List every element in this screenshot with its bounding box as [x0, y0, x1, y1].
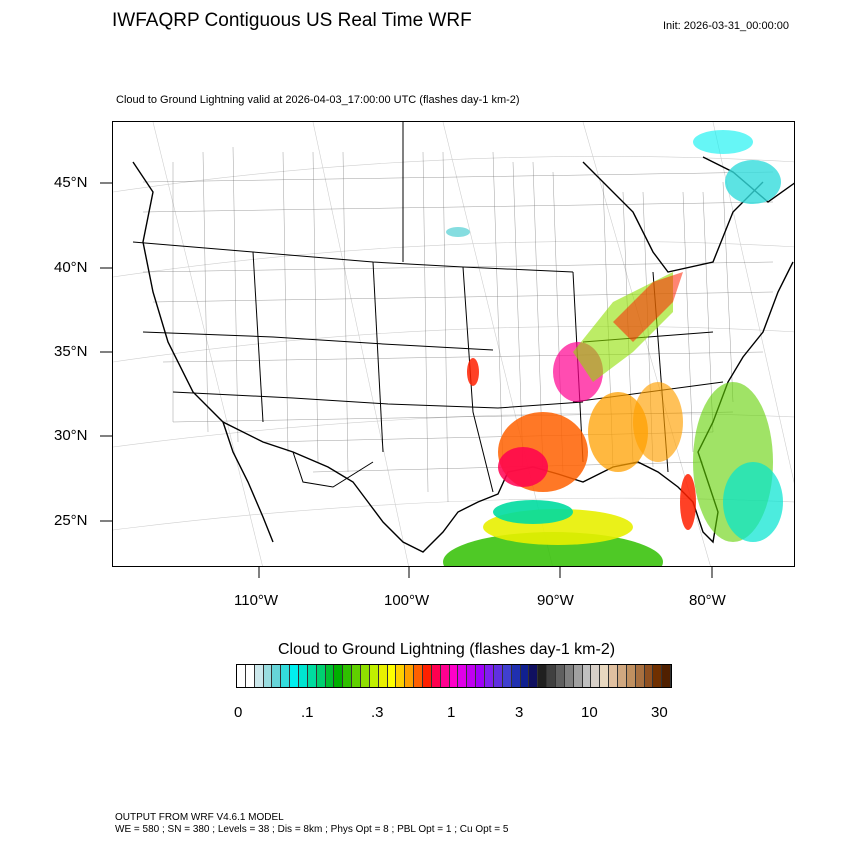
- lightning-field: [443, 130, 783, 566]
- lat-ticks: [100, 182, 112, 522]
- colorbar-swatch: [617, 665, 627, 687]
- colorbar-title: Cloud to Ground Lightning (flashes day-1…: [278, 641, 616, 658]
- plot-subtitle: Cloud to Ground Lightning valid at 2026-…: [116, 94, 520, 106]
- colorbar-swatch: [458, 665, 468, 687]
- colorbar-swatch: [414, 665, 424, 687]
- colorbar-swatch: [476, 665, 486, 687]
- colorbar-swatch: [254, 665, 264, 687]
- map-canvas: [113, 122, 794, 566]
- lon-label: 90°W: [537, 592, 574, 609]
- lon-ticks: [258, 566, 713, 578]
- colorbar-swatch: [343, 665, 353, 687]
- colorbar-swatch: [290, 665, 300, 687]
- colorbar-swatch: [299, 665, 308, 687]
- colorbar-swatch: [573, 665, 583, 687]
- colorbar-swatch: [334, 665, 344, 687]
- lon-label: 110°W: [234, 592, 279, 609]
- colorbar-label: 3: [515, 704, 524, 721]
- colorbar-swatch: [361, 665, 370, 687]
- colorbar-swatch: [529, 665, 539, 687]
- colorbar-swatch: [520, 665, 530, 687]
- colorbar-swatch: [564, 665, 574, 687]
- lat-label: 25°N: [54, 512, 88, 529]
- colorbar-swatch: [502, 665, 512, 687]
- colorbar-swatch: [653, 665, 663, 687]
- colorbar-swatch: [609, 665, 618, 687]
- colorbar-label: 0: [234, 704, 243, 721]
- lat-label: 35°N: [54, 343, 88, 360]
- lon-label: 100°W: [384, 592, 430, 609]
- colorbar-swatch: [547, 665, 556, 687]
- county-boundaries: [142, 146, 774, 503]
- colorbar-swatch: [352, 665, 362, 687]
- colorbar-swatch: [538, 665, 548, 687]
- colorbar-swatch: [237, 665, 246, 687]
- colorbar-label: 1: [447, 704, 456, 721]
- lat-label: 45°N: [54, 174, 88, 191]
- coastline: [132, 156, 794, 553]
- lat-label: 30°N: [54, 427, 88, 444]
- colorbar-swatch: [431, 665, 441, 687]
- colorbar-label: 30: [651, 704, 668, 721]
- colorbar-swatch: [662, 665, 672, 687]
- colorbar-swatch: [245, 665, 255, 687]
- colorbar-label: 10: [581, 704, 598, 721]
- colorbar-swatch: [493, 665, 503, 687]
- colorbar: [236, 664, 672, 688]
- colorbar-swatch: [582, 665, 592, 687]
- colorbar-swatch: [263, 665, 273, 687]
- colorbar-swatch: [378, 665, 388, 687]
- colorbar-label: .1: [301, 704, 314, 721]
- colorbar-swatch: [316, 665, 326, 687]
- colorbar-swatch: [449, 665, 459, 687]
- colorbar-swatch: [272, 665, 282, 687]
- colorbar-swatch: [511, 665, 521, 687]
- colorbar-swatch: [307, 665, 317, 687]
- colorbar-swatch: [423, 665, 432, 687]
- colorbar-swatch: [387, 665, 397, 687]
- lat-label: 40°N: [54, 259, 88, 276]
- colorbar-swatch: [325, 665, 335, 687]
- colorbar-swatch: [635, 665, 645, 687]
- init-time-label: Init: 2026-03-31_00:00:00: [663, 20, 789, 32]
- colorbar-swatch: [485, 665, 494, 687]
- colorbar-swatch: [626, 665, 636, 687]
- colorbar-swatch: [555, 665, 565, 687]
- colorbar-swatch: [644, 665, 654, 687]
- colorbar-swatch: [281, 665, 291, 687]
- graticule: [113, 122, 794, 566]
- plot-title: IWFAQRP Contiguous US Real Time WRF: [112, 10, 472, 31]
- colorbar-swatch: [396, 665, 406, 687]
- colorbar-swatch: [369, 665, 379, 687]
- colorbar-swatch: [600, 665, 610, 687]
- colorbar-swatch: [405, 665, 415, 687]
- model-info-line1: OUTPUT FROM WRF V4.6.1 MODEL: [115, 812, 284, 823]
- model-info-line2: WE = 580 ; SN = 380 ; Levels = 38 ; Dis …: [115, 824, 509, 835]
- colorbar-swatch: [440, 665, 450, 687]
- colorbar-swatch: [591, 665, 601, 687]
- map-panel: [112, 121, 795, 567]
- colorbar-label: .3: [371, 704, 384, 721]
- colorbar-swatch: [467, 665, 477, 687]
- lon-label: 80°W: [689, 592, 726, 609]
